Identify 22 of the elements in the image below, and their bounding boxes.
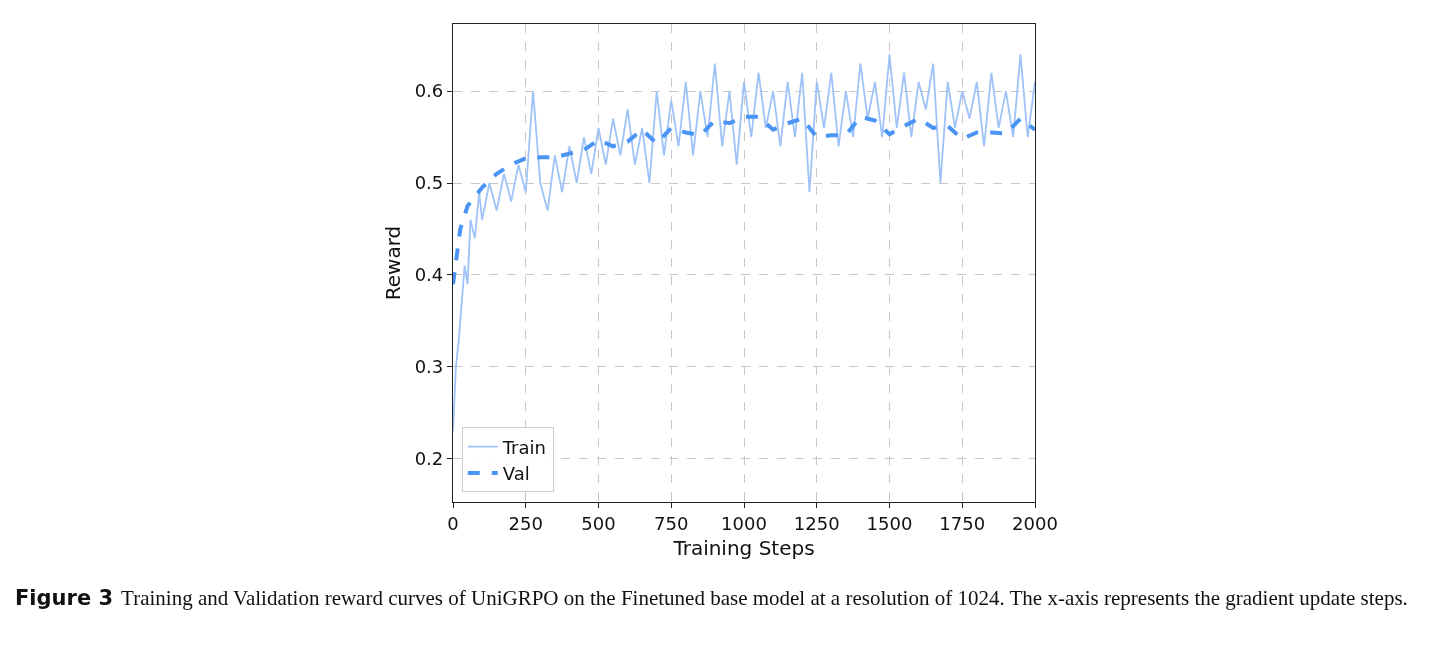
x-tick-label: 2000: [1012, 512, 1058, 534]
y-tick-label: 0.5: [414, 172, 444, 194]
x-tick-label: 500: [581, 512, 616, 534]
y-tick-label: 0.4: [414, 264, 444, 286]
line-series: [453, 53, 1035, 433]
line-series: [453, 114, 1035, 287]
x-tick-label: 750: [654, 512, 689, 534]
y-tick-label: 0.6: [414, 80, 444, 102]
x-tick-label: 0: [447, 512, 459, 534]
y-tick-label: 0.3: [414, 356, 444, 378]
y-tick-label: 0.2: [414, 448, 444, 470]
caption: Figure 3: [15, 586, 114, 610]
x-tick-label: 1250: [793, 512, 840, 534]
text: Training and Validation reward curves of UniGRPO on the Finetuned base model at a resolution of 1024. The x-axis represents the gradient update steps.: [121, 586, 1408, 610]
x-tick-label: 1750: [939, 512, 986, 534]
x-tick-label: 1500: [866, 512, 913, 534]
y-axis-title: Reward: [381, 225, 406, 301]
x-tick-label: 1000: [721, 512, 767, 534]
legend-label: Train: [501, 436, 546, 458]
legend-label: Val: [502, 463, 530, 485]
x-tick-label: 250: [508, 512, 543, 534]
x-axis-title: Training Steps: [672, 536, 815, 561]
